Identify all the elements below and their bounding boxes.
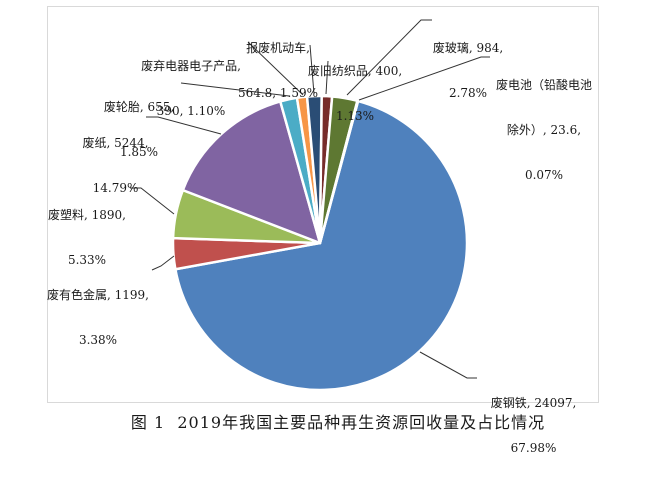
- leader-line-scrapped-vehicles: [309, 44, 315, 95]
- label-waste-tires: 废轮胎, 655, 1.85%: [93, 70, 185, 190]
- label-line: 5.33%: [67, 253, 107, 267]
- label-line: 废电池（铅酸电池: [495, 78, 592, 92]
- leader-line-waste-steel: [419, 351, 477, 379]
- label-line: 14.79%: [92, 181, 139, 195]
- label-scrapped-vehicles: 报废机动车, 564.8, 1.59%: [232, 11, 324, 131]
- label-line: 67.98%: [510, 441, 557, 455]
- label-line: 0.07%: [524, 168, 564, 182]
- label-line: 3.38%: [78, 333, 118, 347]
- leader-line-waste-plastic: [130, 187, 175, 215]
- label-line: 2.78%: [448, 86, 488, 100]
- leader-line-waste-electronics: [247, 41, 304, 96]
- label-line: 390, 1.10%: [156, 104, 226, 118]
- figure-caption: 图 1 2019年我国主要品种再生资源回收量及占比情况: [130, 413, 546, 432]
- label-line: 废旧纺织品, 400,: [307, 64, 403, 78]
- label-line: 废弃电器电子产品,: [141, 59, 241, 73]
- label-line: 1.13%: [335, 109, 375, 123]
- pie-slice-waste-paper: [181, 100, 322, 245]
- label-line: 废纸, 5244,: [82, 136, 149, 150]
- label-line: 废玻璃, 984,: [432, 41, 504, 55]
- label-line: 1.85%: [119, 145, 159, 159]
- label-line: 报废机动车,: [246, 41, 310, 55]
- label-line: 564.8, 1.59%: [237, 86, 319, 100]
- pie-chart: [130, 19, 490, 392]
- label-line: 除外）, 23.6,: [506, 123, 582, 137]
- leader-line-waste-paper: [146, 116, 222, 135]
- label-waste-textiles: 废旧纺织品, 400, 1.13%: [303, 34, 407, 154]
- figure-page: 废钢铁, 24097, 67.98% 废有色金属, 1199, 3.38% 废塑…: [38, 6, 602, 455]
- label-waste-plastic: 废塑料, 1890, 5.33%: [38, 178, 136, 298]
- label-line: 废塑料, 1890,: [48, 208, 126, 222]
- leader-line-waste-glass: [346, 19, 432, 96]
- label-line: 废有色金属, 1199,: [47, 288, 149, 302]
- label-waste-paper: 废纸, 5244, 14.79%: [68, 106, 163, 226]
- label-line: 废钢铁, 24097,: [490, 396, 577, 410]
- leader-line-nonferrous-metal: [151, 255, 175, 271]
- leader-line-waste-batteries: [358, 56, 490, 101]
- leader-line-waste-textiles: [325, 60, 329, 95]
- pie-slice-waste-batteries: [318, 99, 360, 245]
- label-waste-electronics: 废弃电器电子产品, 390, 1.10%: [130, 29, 252, 149]
- pie-slice-waste-steel: [174, 99, 469, 392]
- label-line: 废轮胎, 655,: [103, 100, 175, 114]
- label-waste-glass: 废玻璃, 984, 2.78%: [424, 11, 512, 131]
- label-nonferrous-metal: 废有色金属, 1199, 3.38%: [38, 258, 158, 378]
- label-waste-batteries: 废电池（铅酸电池 除外）, 23.6, 0.07%: [486, 48, 602, 213]
- leader-line-waste-tires: [180, 82, 290, 97]
